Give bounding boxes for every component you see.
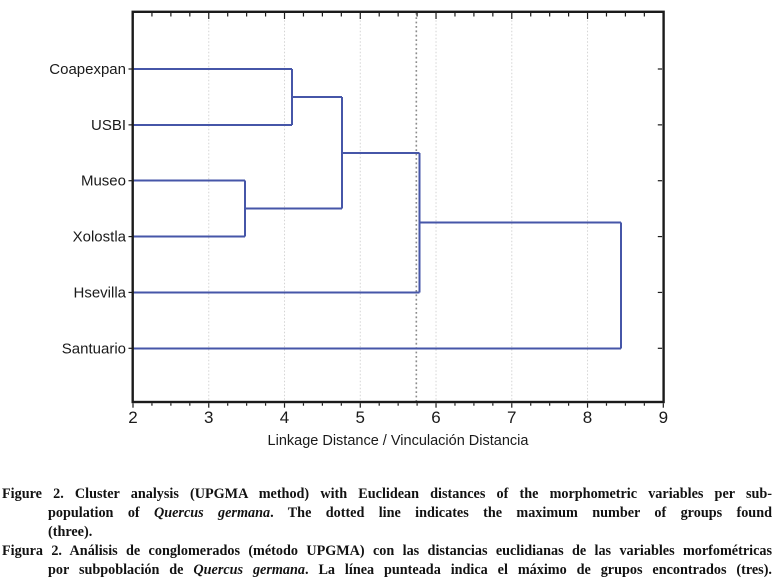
caption-text: por subpoblación de xyxy=(48,562,194,578)
x-tick-label: 3 xyxy=(204,408,213,427)
leaf-label: Santuario xyxy=(62,340,126,357)
species-name: Quercus germana xyxy=(154,505,271,521)
caption-line: Figure 2. Cluster analysis (UPGMA method… xyxy=(2,485,772,504)
caption-text: . La línea punteada indica el máximo de … xyxy=(305,562,772,578)
caption-line: Figura 2. Análisis de conglomerados (mét… xyxy=(2,542,772,561)
x-tick-label: 7 xyxy=(507,408,516,427)
species-name: Quercus germana xyxy=(193,562,305,578)
caption-text: Figura 2. Análisis de conglomerados (mét… xyxy=(2,543,772,559)
leaf-label: Museo xyxy=(81,173,126,190)
x-tick-label: 8 xyxy=(583,408,592,427)
dendrogram-svg: Coapexpan USBI Museo Xolostla Hsevilla Santua… xyxy=(49,10,668,427)
caption-text: (three). xyxy=(48,524,93,540)
leaf-label: Xolostla xyxy=(73,229,127,246)
leaf-label: USBI xyxy=(91,117,126,134)
x-tick-label: 6 xyxy=(431,408,440,427)
caption-spanish: Figura 2. Análisis de conglomerados (mét… xyxy=(2,542,772,580)
caption-line: (three). xyxy=(2,523,772,542)
caption-text: Figure 2. Cluster analysis (UPGMA method… xyxy=(2,486,772,502)
x-tick-label: 2 xyxy=(128,408,137,427)
caption-line: population of Quercus germana. The dotte… xyxy=(2,504,772,523)
caption-line: por subpoblación de Quercus germana. La … xyxy=(2,561,772,580)
plot-frame xyxy=(131,10,665,404)
x-tick-label: 5 xyxy=(356,408,365,427)
leaf-label: Coapexpan xyxy=(49,61,126,78)
leaf-label: Hsevilla xyxy=(73,284,126,301)
figure-captions: Figure 2. Cluster analysis (UPGMA method… xyxy=(2,485,772,580)
caption-english: Figure 2. Cluster analysis (UPGMA method… xyxy=(2,485,772,542)
caption-text: population of xyxy=(48,505,154,521)
x-tick-label: 4 xyxy=(280,408,289,427)
caption-text: . The dotted line indicates the maximum … xyxy=(270,505,772,521)
x-tick-label: 9 xyxy=(659,408,668,427)
x-axis-title: Linkage Distance / Vinculación Distancia xyxy=(267,433,529,449)
